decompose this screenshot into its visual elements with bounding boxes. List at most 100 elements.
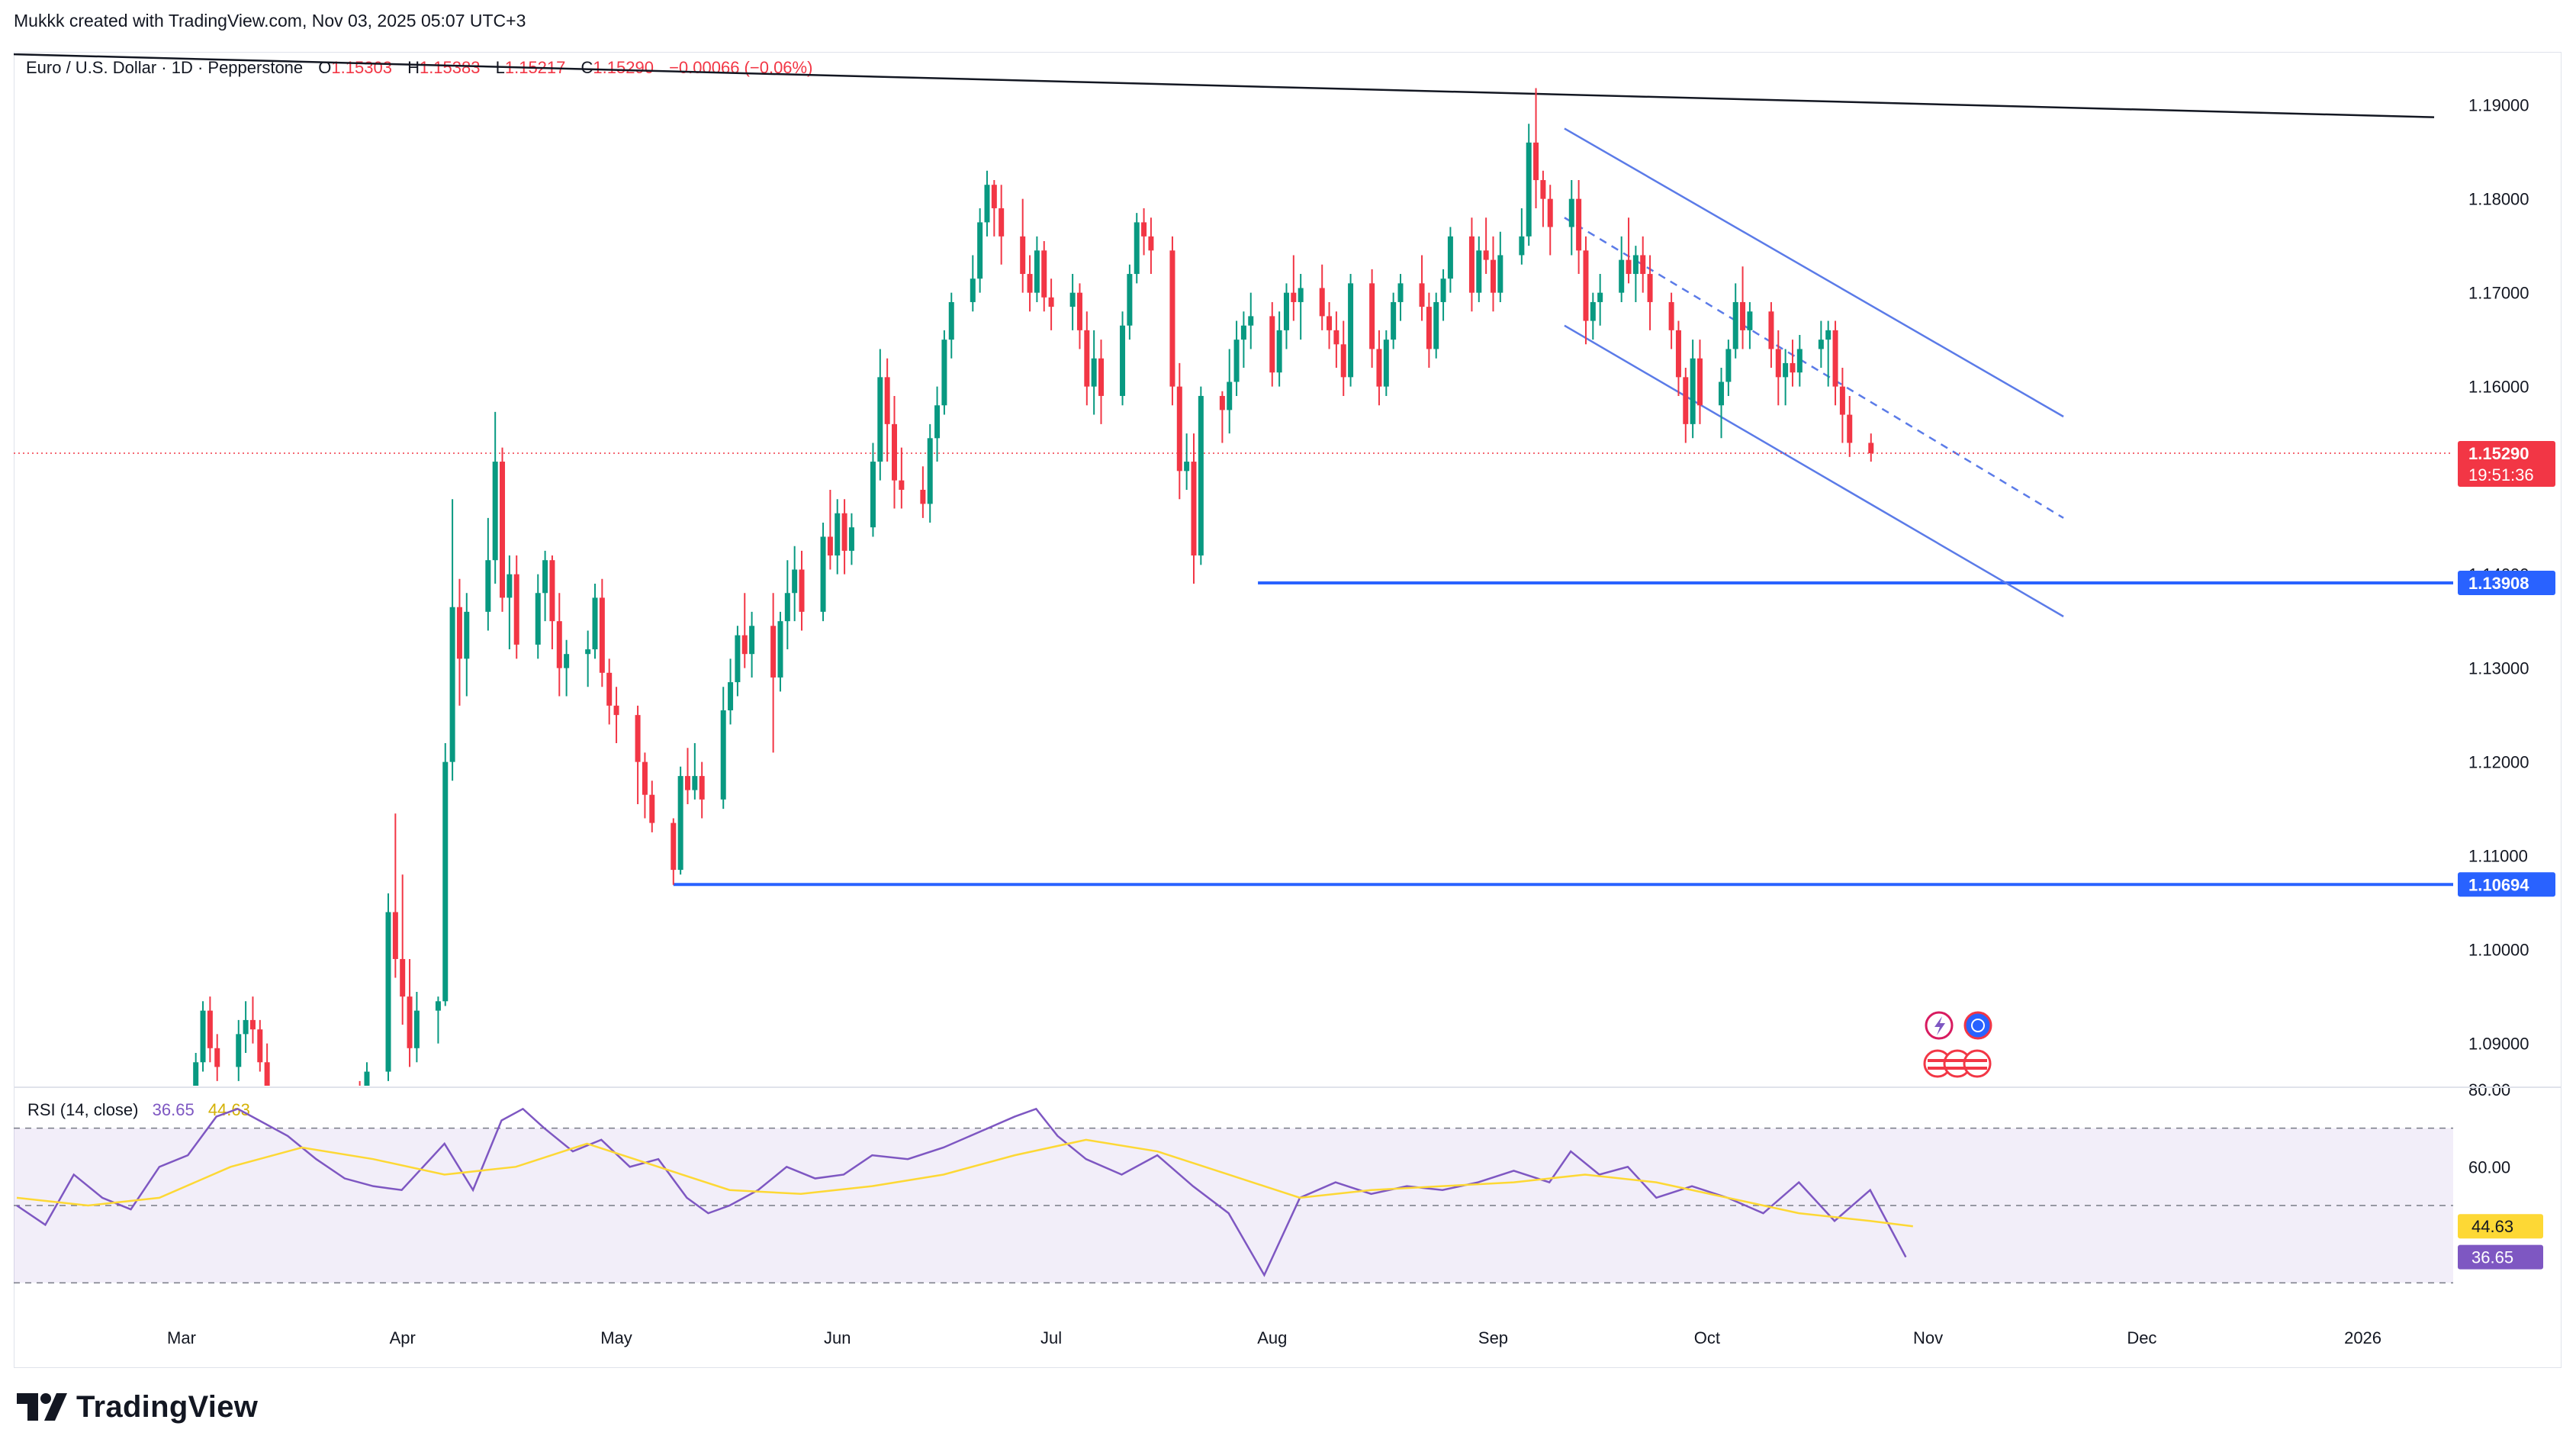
candle-up[interactable] [1397, 283, 1404, 302]
candle-up[interactable] [542, 560, 548, 594]
candle-up[interactable] [1248, 316, 1254, 326]
candle-down[interactable] [556, 621, 562, 668]
candle-down[interactable] [1696, 358, 1703, 406]
rsi-ma-line[interactable] [16, 1138, 1913, 1228]
candle-down[interactable] [684, 776, 690, 790]
candle-down[interactable] [257, 1029, 263, 1063]
candle-down[interactable] [1768, 311, 1774, 349]
candle-down[interactable] [599, 597, 605, 673]
candle-down[interactable] [1169, 250, 1175, 387]
candle-up[interactable] [507, 574, 513, 598]
candle-down[interactable] [1076, 292, 1082, 330]
candle-up[interactable] [1725, 349, 1732, 382]
candle-up[interactable] [1440, 278, 1446, 302]
candle-down[interactable] [214, 1048, 220, 1067]
candle-down[interactable] [1340, 344, 1346, 378]
candle-up[interactable] [1597, 292, 1603, 302]
candle-up[interactable] [1233, 340, 1240, 382]
candle-up[interactable] [592, 597, 598, 650]
candle-down[interactable] [407, 996, 413, 1048]
candle-up[interactable] [413, 1010, 420, 1048]
candle-up[interactable] [820, 536, 826, 612]
candle-down[interactable] [1426, 307, 1432, 349]
candle-down[interactable] [1098, 358, 1105, 396]
candle-up[interactable] [1497, 255, 1503, 293]
candle-down[interactable] [1027, 274, 1033, 293]
candle-up[interactable] [749, 626, 755, 655]
candle-up[interactable] [1227, 381, 1233, 410]
candle-up[interactable] [492, 462, 498, 561]
candle-up[interactable] [364, 1071, 370, 1124]
candle-down[interactable] [1141, 222, 1147, 237]
globe-event-icon[interactable] [1963, 1011, 1992, 1040]
candle-down[interactable] [1540, 180, 1546, 199]
candle-down[interactable] [1583, 250, 1589, 321]
candle-up[interactable] [835, 513, 841, 556]
candle-up[interactable] [1747, 311, 1753, 330]
candle-down[interactable] [513, 574, 519, 645]
candle-up[interactable] [720, 710, 726, 800]
candle-up[interactable] [564, 654, 570, 668]
candle-down[interactable] [1740, 301, 1746, 330]
candle-down[interactable] [1683, 377, 1689, 424]
candle-up[interactable] [692, 776, 698, 790]
candle-down[interactable] [899, 480, 905, 490]
candle-down[interactable] [770, 626, 777, 678]
candle-down[interactable] [400, 958, 406, 997]
candle-down[interactable] [741, 635, 748, 655]
candle-down[interactable] [1490, 259, 1496, 293]
candle-up[interactable] [1590, 301, 1596, 321]
candle-down[interactable] [827, 536, 833, 556]
channel-lower[interactable] [1564, 324, 2064, 618]
last-price-badge[interactable] [2458, 440, 2555, 487]
candle-up[interactable] [1240, 325, 1246, 340]
candle-up[interactable] [1783, 362, 1789, 378]
candle-down[interactable] [1291, 292, 1297, 302]
candle-down[interactable] [1269, 316, 1275, 373]
candle-up[interactable] [1283, 292, 1289, 330]
candle-down[interactable] [1376, 349, 1382, 387]
candle-up[interactable] [464, 611, 470, 659]
rsi-label-badge[interactable] [2458, 1244, 2543, 1270]
candle-down[interactable] [1640, 255, 1646, 275]
candle-down[interactable] [1419, 283, 1425, 307]
candle-down[interactable] [1191, 462, 1197, 556]
candle-down[interactable] [613, 705, 619, 716]
candle-up[interactable] [1433, 301, 1439, 349]
candle-up[interactable] [977, 222, 983, 279]
candle-down[interactable] [1775, 349, 1781, 378]
candle-up[interactable] [735, 635, 741, 683]
candle-up[interactable] [1825, 330, 1832, 340]
candle-down[interactable] [1369, 283, 1375, 349]
candle-down[interactable] [606, 672, 613, 706]
candle-up[interactable] [1034, 250, 1040, 293]
candle-down[interactable] [1333, 330, 1339, 345]
candle-up[interactable] [442, 761, 449, 1002]
candle-up[interactable] [870, 462, 876, 528]
candle-up[interactable] [1732, 301, 1738, 349]
candle-down[interactable] [249, 1019, 256, 1030]
candle-up[interactable] [1391, 301, 1397, 340]
candle-down[interactable] [884, 377, 890, 424]
candle-up[interactable] [792, 569, 798, 594]
candle-down[interactable] [1675, 330, 1681, 378]
candle-up[interactable] [927, 438, 933, 504]
candle-up[interactable] [934, 405, 941, 439]
candle-down[interactable] [649, 794, 655, 823]
candle-up[interactable] [1198, 395, 1204, 556]
candle-down[interactable] [1048, 297, 1054, 307]
us-flag-event-icon-3[interactable] [1963, 1049, 1992, 1078]
candle-down[interactable] [1576, 198, 1582, 251]
rsi-legend-label[interactable]: RSI (14, close) [27, 1100, 139, 1119]
candle-down[interactable] [642, 761, 648, 795]
candle-down[interactable] [1790, 362, 1796, 373]
candle-up[interactable] [193, 1062, 199, 1095]
candle-down[interactable] [699, 776, 705, 800]
candle-down[interactable] [1148, 236, 1154, 251]
candle-down[interactable] [1020, 236, 1026, 275]
candle-up[interactable] [435, 1001, 441, 1011]
candle-up[interactable] [970, 278, 976, 302]
candle-up[interactable] [1120, 325, 1126, 396]
candle-up[interactable] [1632, 255, 1639, 275]
